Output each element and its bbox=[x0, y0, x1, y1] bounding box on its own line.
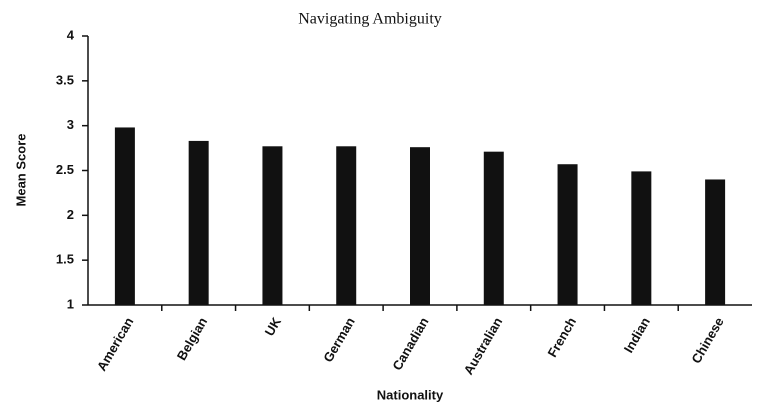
bar bbox=[631, 171, 652, 305]
bar bbox=[705, 179, 726, 305]
bar bbox=[262, 146, 283, 305]
x-tick-label: Belgian bbox=[174, 315, 210, 363]
x-tick-label: French bbox=[544, 315, 579, 360]
x-tick-label: American bbox=[94, 315, 137, 374]
bar bbox=[557, 164, 578, 305]
y-tick-label: 3 bbox=[67, 117, 74, 132]
x-tick-label: UK bbox=[262, 314, 285, 338]
y-tick-label: 1.5 bbox=[56, 252, 74, 267]
x-tick-label: Indian bbox=[621, 315, 653, 356]
bar bbox=[336, 146, 357, 305]
x-tick-label: Australian bbox=[461, 315, 506, 378]
bar bbox=[410, 147, 430, 305]
x-axis-label: Nationality bbox=[377, 387, 444, 402]
y-tick-label: 4 bbox=[67, 27, 75, 42]
y-tick-label: 3.5 bbox=[56, 72, 74, 87]
y-tick-label: 2.5 bbox=[56, 162, 74, 177]
x-tick-label: German bbox=[320, 315, 358, 365]
x-tick-label: Canadian bbox=[389, 315, 431, 373]
y-tick-label: 1 bbox=[67, 296, 74, 311]
bar bbox=[188, 140, 209, 305]
y-axis-label: Mean Score bbox=[13, 134, 28, 207]
bar bbox=[483, 151, 504, 305]
chart-title: Navigating Ambiguity bbox=[298, 11, 442, 28]
x-tick-label: Chinese bbox=[688, 315, 726, 366]
y-tick-label: 2 bbox=[67, 207, 74, 222]
bar bbox=[114, 127, 135, 306]
